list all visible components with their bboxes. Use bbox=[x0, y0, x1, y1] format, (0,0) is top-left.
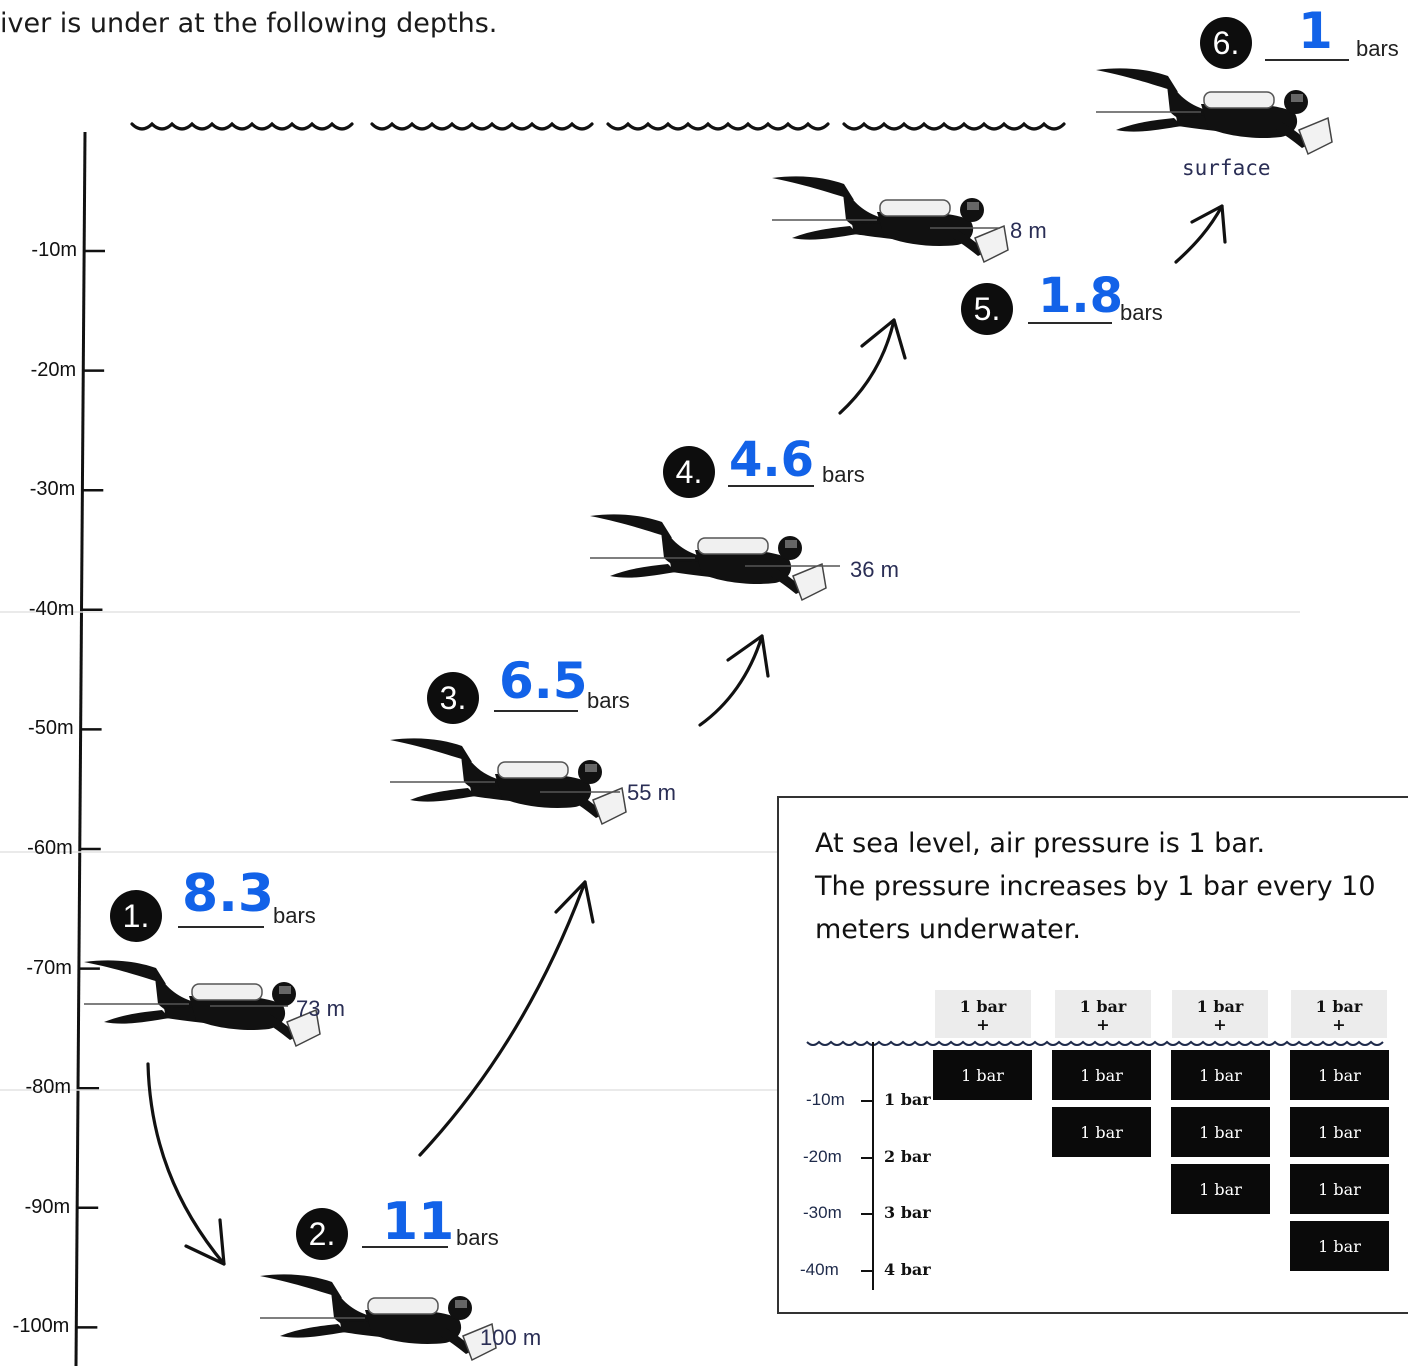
pressure-block: 1 bar bbox=[1052, 1050, 1151, 1100]
arrow-icon bbox=[1174, 204, 1227, 264]
column-header: 1 bar + bbox=[1055, 990, 1151, 1038]
scuba-diver-icon bbox=[259, 1273, 497, 1361]
scuba-diver-icon bbox=[83, 959, 321, 1047]
question-number: 1. bbox=[110, 890, 162, 942]
diver-depth-label: 73 m bbox=[296, 996, 345, 1021]
depth-axis-label: -10m bbox=[31, 239, 77, 261]
pressure-block: 1 bar bbox=[1171, 1164, 1270, 1214]
info-line: At sea level, air pressure is 1 bar. bbox=[815, 828, 1266, 859]
question-number: 2. bbox=[296, 1208, 348, 1260]
pressure-block: 1 bar bbox=[1290, 1050, 1389, 1100]
scuba-diver-icon bbox=[771, 175, 1009, 263]
depth-axis-label: -90m bbox=[24, 1195, 71, 1218]
diver-depth-label: 55 m bbox=[627, 780, 676, 805]
wave-icon bbox=[806, 1040, 1384, 1046]
pressure-block: 1 bar bbox=[1171, 1107, 1270, 1157]
answer-value: 4.6 bbox=[729, 432, 815, 488]
depth-axis-label: -40m bbox=[28, 597, 75, 620]
mini-depth-label: -20m bbox=[803, 1147, 842, 1166]
answer-value: 8.3 bbox=[182, 864, 275, 924]
mini-bar-label: 2 bar bbox=[884, 1147, 931, 1166]
question-number: 6. bbox=[1200, 17, 1252, 69]
answer-underline bbox=[728, 485, 814, 487]
pressure-block: 1 bar bbox=[1052, 1107, 1151, 1157]
depth-axis-label: -70m bbox=[26, 956, 72, 979]
column-header: 1 bar + bbox=[935, 990, 1031, 1038]
unit-label: bars bbox=[822, 462, 865, 487]
arrow-icon bbox=[418, 880, 595, 1157]
unit-label: bars bbox=[587, 688, 630, 713]
question-number: 3. bbox=[427, 672, 479, 724]
info-box: At sea level, air pressure is 1 bar. The… bbox=[777, 796, 1408, 1314]
diver-depth-label: 8 m bbox=[1010, 218, 1047, 243]
diver-depth-label: 100 m bbox=[480, 1325, 542, 1350]
depth-axis-ticks bbox=[77, 249, 105, 1329]
question-number: 4. bbox=[663, 446, 715, 498]
mini-depth-label: -30m bbox=[803, 1203, 842, 1222]
unit-label: bars bbox=[1120, 300, 1163, 325]
column-header: 1 bar + bbox=[1291, 990, 1387, 1038]
mini-pressure-diagram bbox=[806, 1040, 1384, 1290]
answer-underline bbox=[178, 926, 264, 928]
arrow-icon bbox=[146, 1062, 226, 1266]
mini-bar-label: 1 bar bbox=[884, 1090, 931, 1109]
pressure-block: 1 bar bbox=[933, 1050, 1032, 1100]
mini-depth-label: -10m bbox=[806, 1090, 845, 1109]
question-number: 5. bbox=[961, 283, 1013, 335]
answer-value: 1 bbox=[1298, 2, 1333, 60]
depth-axis-label: -50m bbox=[28, 717, 74, 740]
pressure-block: 1 bar bbox=[1171, 1050, 1270, 1100]
depth-axis-label: -100m bbox=[12, 1315, 70, 1338]
arrow-icon bbox=[698, 634, 770, 727]
arrow-icon bbox=[838, 318, 907, 415]
answer-underline bbox=[1028, 322, 1112, 324]
surface-label: surface bbox=[1182, 156, 1271, 180]
info-line: The pressure increases by 1 bar every 10 bbox=[815, 871, 1376, 902]
mini-bar-label: 4 bar bbox=[884, 1260, 931, 1279]
depth-axis-line bbox=[74, 131, 87, 1366]
answer-underline bbox=[362, 1246, 448, 1248]
pressure-block: 1 bar bbox=[1290, 1107, 1389, 1157]
scuba-diver-icon bbox=[389, 737, 627, 825]
answer-value: 1.8 bbox=[1038, 268, 1124, 324]
depth-axis-label: -30m bbox=[29, 478, 76, 501]
scuba-diver-icon bbox=[589, 513, 827, 601]
answer-value: 11 bbox=[382, 1192, 455, 1252]
unit-label: bars bbox=[1356, 36, 1399, 61]
info-line: meters underwater. bbox=[815, 914, 1081, 945]
depth-axis-label: -20m bbox=[30, 358, 77, 381]
unit-label: bars bbox=[456, 1225, 499, 1250]
pressure-block: 1 bar bbox=[1290, 1164, 1389, 1214]
unit-label: bars bbox=[273, 903, 316, 928]
instruction-text: iver is under at the following depths. bbox=[0, 8, 498, 39]
pressure-block: 1 bar bbox=[1290, 1221, 1389, 1271]
mini-bar-label: 3 bar bbox=[884, 1203, 931, 1222]
mini-depth-label: -40m bbox=[800, 1260, 839, 1279]
answer-underline bbox=[1265, 59, 1349, 61]
depth-axis-label: -60m bbox=[27, 837, 73, 859]
wave-icon bbox=[130, 121, 1066, 131]
answer-value: 6.5 bbox=[499, 652, 588, 710]
diver-depth-label: 36 m bbox=[850, 557, 899, 582]
scuba-diver-icon bbox=[1095, 67, 1333, 155]
depth-axis-label: -80m bbox=[25, 1076, 72, 1099]
answer-underline bbox=[494, 710, 578, 712]
column-header: 1 bar + bbox=[1172, 990, 1268, 1038]
